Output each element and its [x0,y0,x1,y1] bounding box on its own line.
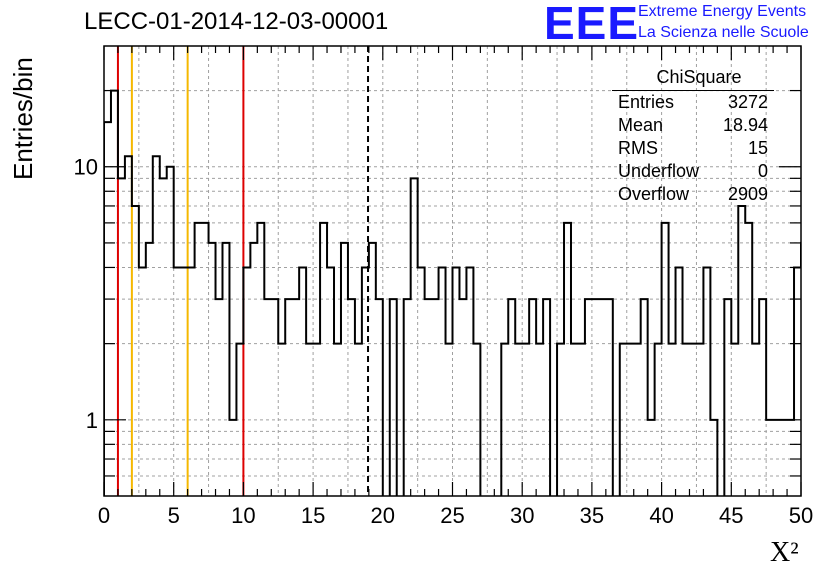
x-tick-label: 10 [231,503,255,528]
stats-value: 3272 [727,92,768,112]
histogram-series [104,89,801,496]
stats-value: 18.94 [722,115,768,135]
x-tick-label: 45 [719,503,743,528]
stats-row: Underflow 0 [612,160,778,183]
stats-box: ChiSquare Entries 3272 Mean 18.94 RMS 15 Under… [612,64,778,206]
x-tick-label: 25 [440,503,464,528]
stats-row: Entries 3272 [612,91,778,114]
stats-label: Mean [618,115,664,135]
eee-logo-line-2: La Scienza nelle Scuole [638,24,809,41]
stats-rows: Entries 3272 Mean 18.94 RMS 15 Underflow 0 Overf… [612,91,778,206]
stats-label: Overflow [618,184,690,204]
x-tick-label: 5 [168,503,180,528]
x-tick-label: 40 [649,503,673,528]
x-tick-label: 20 [371,503,395,528]
stats-value: 15 [747,138,768,158]
eee-logo-line-1: Extreme Energy Events [638,3,807,20]
x-tick-label: 15 [301,503,325,528]
x-tick-label: 30 [510,503,534,528]
stats-label: Underflow [618,161,700,181]
stats-row: Overflow 2909 [612,183,778,206]
y-tick-label: 1 [86,408,98,433]
stats-value: 2909 [727,184,768,204]
stats-label: RMS [618,138,658,158]
x-tick-labels: 0 5 10 15 20 25 30 35 40 45 50 [98,503,813,528]
stats-box-title: ChiSquare [612,64,774,91]
y-axis-label: Entries/bin [8,57,38,180]
x-axis-label: X² [770,537,799,568]
y-tick-labels: 1 10 [74,155,98,433]
x-tick-label: 50 [789,503,813,528]
stats-value: 0 [757,161,768,181]
stats-row: RMS 15 [612,137,778,160]
chart-title: LECC-01-2014-12-03-00001 [84,8,389,35]
stats-row: Mean 18.94 [612,114,778,137]
histogram-line [104,89,801,496]
axes [103,45,802,497]
stats-label: Entries [618,92,675,112]
x-tick-label: 35 [580,503,604,528]
eee-logo-mark: EEE [544,0,640,49]
x-tick-label: 0 [98,503,110,528]
y-tick-label: 10 [74,155,98,180]
